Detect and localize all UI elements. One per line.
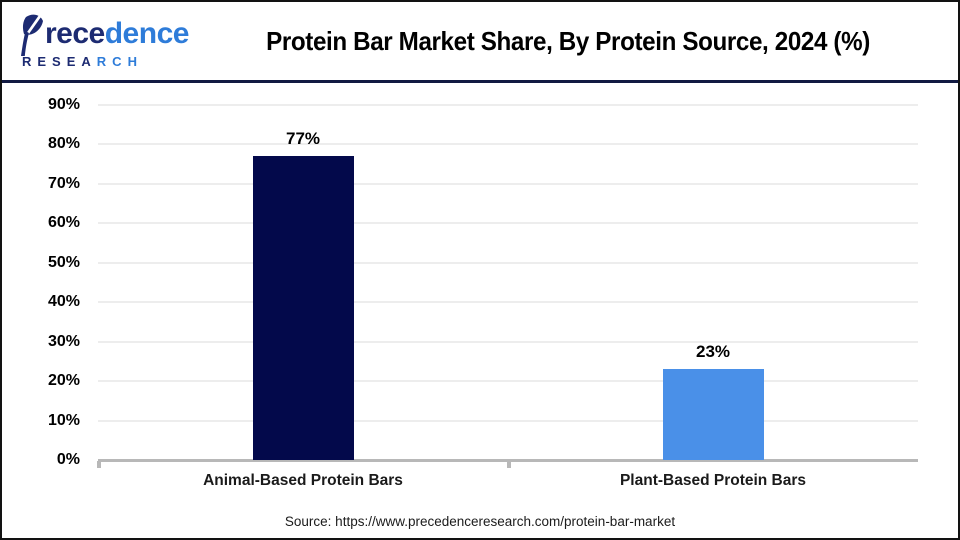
plot-area: 77% Animal-Based Protein Bars 23% Plant-Bas… xyxy=(97,104,918,489)
logo-wordmark: recedence xyxy=(18,14,190,56)
x-category-label: Animal-Based Protein Bars xyxy=(203,472,403,489)
y-tick-label: 80% xyxy=(47,135,80,153)
gridline xyxy=(98,419,918,422)
bar xyxy=(662,369,764,460)
source-line: Source: https://www.precedenceresearch.c… xyxy=(284,514,676,529)
gridline xyxy=(98,222,918,225)
chart-title: Protein Bar Market Share, By Protein Sou… xyxy=(266,25,870,56)
bar-value-label: 23% xyxy=(695,342,731,362)
header: recedence RESEARCH Protein Bar Market Sh… xyxy=(2,2,958,80)
y-tick-label: 90% xyxy=(47,96,80,113)
logo-name: recedence xyxy=(45,14,189,54)
logo-name-light: dence xyxy=(104,16,190,50)
gridline xyxy=(98,301,918,304)
x-category-label: Plant-Based Protein Bars xyxy=(619,472,807,489)
bar-chart: 0% 10% 20% 30% 40% 50% 60% 70% 80% 90% 77% Animal-… xyxy=(2,83,958,538)
y-tick-label: 20% xyxy=(47,372,80,390)
x-axis-line xyxy=(98,459,918,462)
y-tick-label: 40% xyxy=(47,293,80,311)
y-tick-label: 30% xyxy=(47,332,80,350)
gridline xyxy=(98,104,918,106)
gridline xyxy=(98,182,918,185)
gridline xyxy=(98,143,918,146)
precedence-research-logo: recedence RESEARCH xyxy=(18,14,190,69)
logo-subtitle-dark: RESEA xyxy=(22,53,97,69)
bar xyxy=(252,156,354,460)
gridline xyxy=(98,261,918,264)
gridline xyxy=(98,340,918,343)
axis-tick xyxy=(97,461,101,468)
y-tick-label: 70% xyxy=(47,174,80,192)
logo-subtitle-light: RCH xyxy=(96,53,143,69)
header-divider xyxy=(2,80,958,83)
y-tick-label: 10% xyxy=(47,411,80,429)
y-axis-labels: 0% 10% 20% 30% 40% 50% 60% 70% 80% 90% xyxy=(2,96,88,468)
logo-name-dark: rece xyxy=(45,16,105,50)
gridline xyxy=(98,380,918,383)
y-tick-label: 60% xyxy=(47,214,80,232)
logo-subtitle: RESEARCH xyxy=(18,54,190,69)
y-tick-label: 50% xyxy=(47,253,80,271)
y-tick-label: 0% xyxy=(56,451,80,468)
bar-value-label: 77% xyxy=(285,129,321,149)
axis-tick xyxy=(507,461,511,468)
leaf-p-icon xyxy=(21,14,43,56)
